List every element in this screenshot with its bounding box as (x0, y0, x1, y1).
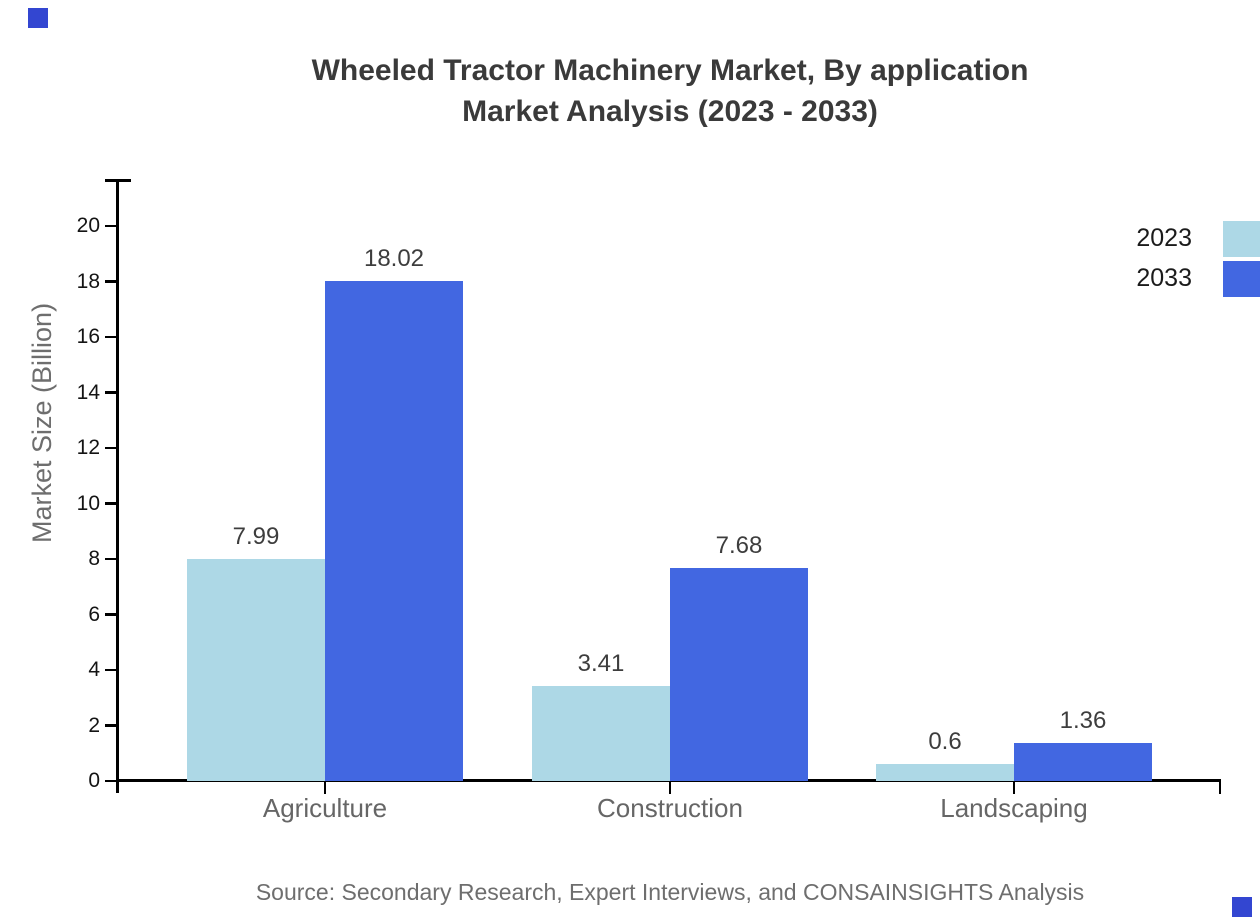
y-tick-label: 12 (76, 436, 100, 459)
bar-2033-construction (670, 567, 808, 781)
y-tick-label: 6 (88, 602, 100, 626)
category-label-construction: Construction (597, 793, 743, 823)
value-label-2023-agriculture: 7.99 (232, 523, 280, 551)
corner-accent-top-left (28, 8, 48, 28)
y-tick-label: 20 (76, 214, 100, 237)
chart-title-line2: Market Analysis (2023 - 2033) (462, 95, 878, 128)
value-label-2023-landscaping: 0.6 (928, 728, 962, 756)
x-tick-mark (323, 781, 327, 794)
bar-2023-landscaping (876, 764, 1014, 781)
value-label-2033-construction: 7.68 (715, 531, 763, 559)
y-tick-label: 8 (88, 547, 100, 570)
legend-swatch-2023 (1223, 221, 1260, 257)
y-axis-end-cap (105, 179, 131, 182)
y-tick-mark (105, 668, 118, 672)
y-tick-mark (105, 557, 118, 561)
chart-title-line1: Wheeled Tractor Machinery Market, By app… (311, 54, 1029, 87)
y-tick-mark (105, 335, 118, 339)
bar-2023-construction (532, 686, 670, 781)
y-tick-label: 4 (88, 658, 100, 681)
legend-swatch-2033 (1223, 261, 1260, 297)
x-tick-mark (668, 781, 672, 794)
bar-2033-agriculture (325, 280, 463, 781)
y-tick-mark (105, 779, 118, 783)
y-tick-mark (105, 391, 118, 394)
value-label-2033-agriculture: 18.02 (363, 244, 425, 272)
legend-label-2023: 2023 (1136, 224, 1192, 252)
y-tick-label: 16 (76, 325, 100, 348)
y-tick-label: 14 (76, 380, 100, 404)
y-tick-mark (105, 280, 118, 283)
category-label-landscaping: Landscaping (940, 793, 1088, 823)
y-tick-mark (105, 724, 118, 727)
y-tick-label: 2 (88, 713, 100, 737)
x-axis-end-tick (1218, 781, 1221, 794)
y-tick-label: 18 (76, 269, 100, 293)
source-attribution: Source: Secondary Research, Expert Inter… (255, 879, 1085, 905)
y-tick-label: 10 (76, 491, 100, 515)
y-axis-line (116, 180, 119, 793)
x-tick-mark (1012, 781, 1016, 794)
value-label-2023-construction: 3.41 (577, 650, 625, 678)
chart-title: Wheeled Tractor Machinery Market, By app… (80, 50, 1260, 132)
legend-label-2033: 2033 (1136, 264, 1192, 292)
corner-accent-bottom-right (1232, 897, 1252, 917)
y-tick-mark (105, 502, 118, 505)
bar-2023-agriculture (187, 559, 325, 781)
y-tick-mark (105, 224, 118, 228)
y-tick-mark (105, 446, 118, 450)
value-label-2033-landscaping: 1.36 (1059, 707, 1107, 735)
y-tick-mark (105, 613, 118, 616)
bar-2033-landscaping (1014, 743, 1152, 781)
y-tick-label: 0 (88, 769, 100, 792)
category-label-agriculture: Agriculture (262, 793, 388, 823)
